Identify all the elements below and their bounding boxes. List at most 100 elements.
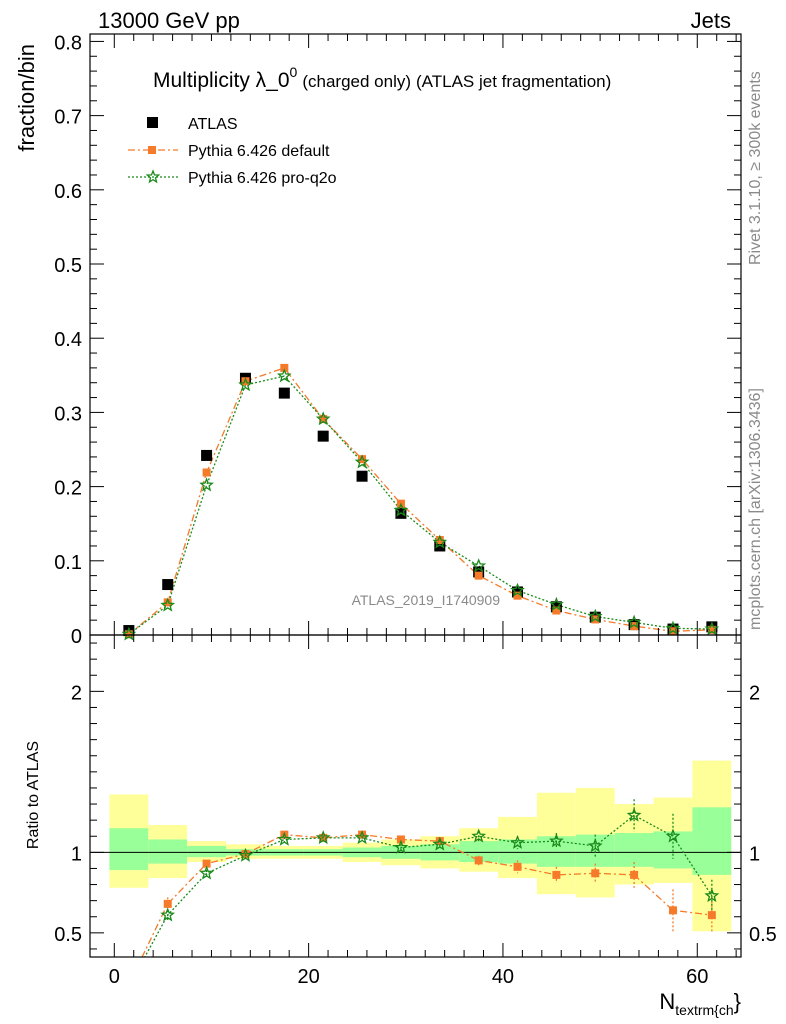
default-ratio-point [513, 862, 522, 871]
default-ratio-point [630, 870, 639, 879]
proq2o-ratio-point [199, 865, 214, 880]
y-tick-label: 0.6 [54, 181, 82, 203]
legend-default-marker [148, 146, 156, 154]
proq2o-ratio-point [432, 836, 448, 851]
proq2o-point [587, 608, 603, 623]
default-point [319, 415, 328, 424]
x-axis-label-main: N [659, 989, 675, 1014]
x-tick-label: 0 [109, 966, 120, 988]
default-ratio-point [668, 906, 677, 915]
y-tick-label: 0.5 [54, 255, 82, 277]
proq2o-series-line [128, 375, 712, 635]
default-ratio-point [707, 911, 716, 920]
atlas-point [278, 387, 290, 399]
legend: ATLAS Pythia 6.426 default Pythia 6.426 … [128, 116, 337, 187]
ratio-y-tick-label-left: 1 [71, 843, 82, 865]
uncertainty-band-inner [148, 839, 188, 864]
proq2o-point [549, 596, 564, 611]
x-axis-label: Ntextrm{ch} [659, 989, 741, 1018]
default-ratio-point [396, 835, 405, 844]
y-tick-label: 0.8 [54, 32, 82, 54]
default-ratio-point [202, 859, 211, 868]
default-point [552, 606, 561, 615]
default-point [280, 363, 289, 372]
ratio-series [141, 799, 720, 957]
default-point [707, 625, 716, 634]
atlas-point [317, 430, 329, 442]
ratio-y-tick-label-left: 2 [71, 682, 82, 704]
proq2o-point [704, 621, 720, 636]
proq2o-point [393, 502, 409, 517]
mcplots-label: mcplots.cern.ch [arXiv:1306.3436] [747, 388, 764, 630]
uncertainty-band-inner [614, 833, 654, 867]
x-axis-label-sub: textrm{ch [675, 1002, 733, 1018]
y-tick-label: 0.1 [54, 552, 82, 574]
proq2o-ratio-point [587, 838, 603, 853]
proq2o-point [121, 626, 137, 641]
title-superscript: 0 [290, 64, 298, 80]
proq2o-ratio-point [238, 847, 253, 862]
ratio-frame [89, 634, 742, 958]
proq2o-point [510, 582, 525, 597]
title-main: Multiplicity λ_0 [153, 69, 290, 92]
proq2o-point [276, 368, 292, 383]
atlas-point [434, 540, 446, 552]
proq2o-ratio-point [315, 830, 331, 845]
proq2o-point [199, 477, 214, 492]
uncertainty-band-inner [498, 839, 537, 864]
uncertainty-band-inner [459, 841, 499, 863]
proq2o-ratio-point [160, 907, 176, 922]
ratio-y-tick-label-left: 0.5 [54, 924, 82, 946]
default-ratio-point [358, 830, 367, 839]
default-ratio-point [163, 899, 172, 908]
default-point [630, 622, 639, 631]
proq2o-point [471, 558, 487, 573]
proq2o-ratio-point [549, 833, 564, 848]
proq2o-ratio-point [510, 834, 525, 849]
ratio-y-tick-label-right: 2 [749, 682, 760, 704]
proq2o-ratio-point [626, 807, 642, 822]
legend-proq2o-label: Pythia 6.426 pro-q2o [188, 170, 337, 187]
default-point [435, 536, 444, 545]
ratio-y-tick-label-right: 1 [749, 843, 760, 865]
default-ratio-line [141, 833, 712, 957]
default-ratio-point [552, 870, 561, 879]
ratio-y-tick-label-right: 0.5 [749, 924, 777, 946]
default-point [513, 591, 522, 600]
y-tick-label: 0.7 [54, 107, 82, 129]
atlas-point [201, 449, 213, 461]
x-tick-label: 60 [686, 966, 708, 988]
legend-default-label: Pythia 6.426 default [188, 143, 330, 160]
proq2o-point [160, 597, 176, 612]
x-tick-label: 20 [297, 966, 319, 988]
default-ratio-point [591, 869, 600, 878]
title-suffix-small: (charged only) [302, 72, 411, 91]
uncertainty-band-inner [692, 807, 732, 875]
ratio-panel: 0.5 0.5 1 1 2 2 0 20 40 60 Ratio to ATLAS Ntextr… [25, 634, 777, 1018]
proq2o-point [626, 614, 642, 629]
uncertainty-band-inner [187, 845, 227, 858]
y-tick-label: 0.3 [54, 403, 82, 425]
x-axis-label-tail: } [734, 989, 741, 1014]
ratio-y-axis-label: Ratio to ATLAS [25, 741, 42, 849]
proq2o-ratio-line [144, 814, 713, 957]
proq2o-point [238, 377, 253, 392]
legend-atlas-label: ATLAS [188, 116, 238, 133]
legend-proq2o-marker [145, 169, 161, 184]
main-y-axis-label: fraction/bin [14, 44, 39, 152]
proq2o-ratio-point [704, 888, 720, 903]
proq2o-ratio-point [665, 828, 681, 843]
y-tick-label: 0.4 [54, 329, 82, 351]
legend-atlas-marker [147, 117, 158, 128]
y-tick-label: 0.2 [54, 478, 82, 500]
proq2o-point [665, 620, 681, 635]
main-title: Multiplicity λ_00 (charged only) (ATLAS je… [153, 64, 611, 92]
default-point [163, 598, 172, 607]
atlas-point [356, 470, 368, 482]
default-point [124, 630, 133, 639]
proq2o-point [432, 534, 448, 549]
proq2o-point [315, 411, 331, 426]
proq2o-point [354, 454, 370, 469]
default-point [202, 468, 211, 477]
